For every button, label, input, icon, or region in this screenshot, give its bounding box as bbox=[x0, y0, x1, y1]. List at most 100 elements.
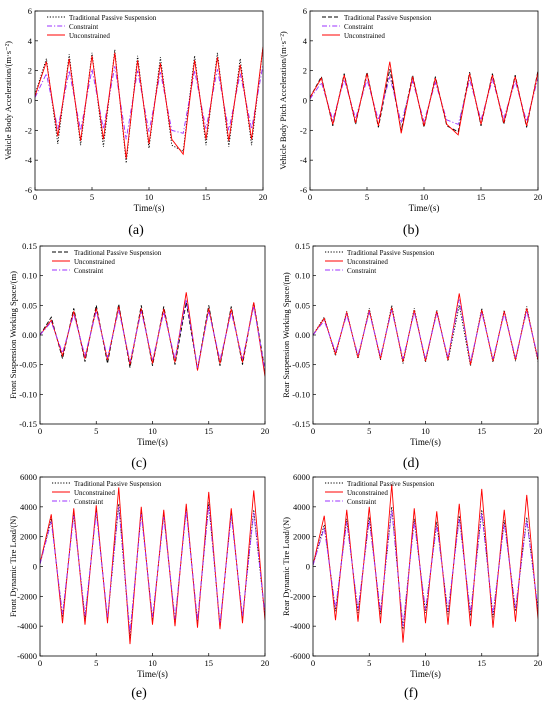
legend: Traditional Passive SuspensionUnconstrai… bbox=[325, 480, 435, 506]
x-axis-label: Time/(s) bbox=[410, 437, 441, 447]
x-tick-label: 0 bbox=[311, 658, 315, 668]
series-line-constraint bbox=[40, 299, 265, 371]
x-tick-label: 10 bbox=[145, 192, 154, 202]
legend-entry: Constraint bbox=[347, 267, 376, 275]
x-tick-label: 5 bbox=[90, 192, 94, 202]
y-tick-label: 0 bbox=[33, 562, 37, 572]
y-tick-label: -2000 bbox=[290, 591, 310, 601]
series-line-constraint bbox=[40, 505, 265, 633]
y-tick-label: -4 bbox=[300, 155, 308, 165]
panel-label: (a) bbox=[128, 223, 144, 238]
x-axis-label: Time/(s) bbox=[137, 669, 168, 679]
x-tick-label: 20 bbox=[259, 192, 268, 202]
legend-entry: Unconstrained bbox=[74, 489, 115, 497]
legend-entry: Traditional Passive Suspension bbox=[74, 249, 162, 257]
x-tick-label: 15 bbox=[205, 426, 214, 436]
y-axis-label: Rear Dynamic Tire Load/(N) bbox=[281, 517, 291, 616]
x-tick-label: 20 bbox=[534, 426, 543, 436]
y-tick-label: 2000 bbox=[20, 532, 37, 542]
series-group bbox=[313, 293, 538, 366]
y-axis-label: Front Suspension Working Space/(m) bbox=[8, 271, 18, 399]
x-tick-label: 20 bbox=[261, 426, 270, 436]
x-tick-label: 20 bbox=[534, 192, 543, 202]
y-tick-label: 2 bbox=[28, 66, 32, 76]
panel-f: 0 5 10 15 20 -6000 -4000 -2000 0 2000 4000 6000 Time… bbox=[281, 472, 542, 701]
legend-entry: Constraint bbox=[347, 498, 376, 506]
y-tick-label: -4000 bbox=[290, 621, 310, 631]
x-tick-label: 0 bbox=[311, 426, 315, 436]
y-tick-label: 0 bbox=[303, 96, 307, 106]
legend: Traditional Passive SuspensionConstraint… bbox=[322, 14, 432, 40]
y-tick-label: -2 bbox=[300, 125, 307, 135]
legend-entry: Traditional Passive Suspension bbox=[74, 480, 162, 488]
panel-label: (c) bbox=[131, 456, 147, 471]
legend-entry: Constraint bbox=[344, 23, 373, 31]
x-tick-label: 10 bbox=[421, 658, 430, 668]
y-tick-label: 0.10 bbox=[22, 271, 37, 281]
x-tick-label: 10 bbox=[148, 426, 157, 436]
y-tick-label: 0.10 bbox=[295, 271, 310, 281]
legend: Traditional Passive SuspensionUnconstrai… bbox=[325, 249, 435, 275]
series-group bbox=[313, 484, 538, 643]
y-axis-label: Rear Suspension Working Space/(m) bbox=[281, 272, 291, 398]
y-tick-label: -0.05 bbox=[19, 360, 37, 370]
legend-entry: Unconstrained bbox=[347, 258, 388, 266]
legend-entry: Traditional Passive Suspension bbox=[347, 249, 435, 257]
panel-label: (d) bbox=[403, 456, 420, 471]
x-tick-label: 15 bbox=[477, 192, 486, 202]
panel-b: 0 5 10 15 20 -6 -4 -2 0 2 4 6 Time/(s) Vehicle Body P… bbox=[278, 6, 542, 238]
y-tick-label: -4000 bbox=[17, 621, 37, 631]
y-tick-label: 6 bbox=[28, 6, 32, 16]
x-axis-label: Time/(s) bbox=[409, 203, 440, 213]
panel-d: 0 5 10 15 20 -0.15 -0.10 -0.05 0.00 0.05 0.10 0.15 T… bbox=[281, 241, 542, 471]
x-tick-label: 10 bbox=[421, 426, 430, 436]
x-tick-label: 5 bbox=[367, 658, 371, 668]
legend-entry: Constraint bbox=[74, 267, 103, 275]
legend: Traditional Passive SuspensionUnconstrai… bbox=[52, 480, 162, 506]
series-line-unconstrained bbox=[313, 484, 538, 643]
series-line-constraint bbox=[310, 76, 538, 125]
y-tick-label: 0 bbox=[28, 96, 32, 106]
series-line-passive bbox=[35, 46, 263, 164]
x-tick-label: 20 bbox=[261, 658, 270, 668]
y-tick-label: -2 bbox=[25, 125, 32, 135]
x-tick-label: 10 bbox=[148, 658, 157, 668]
y-tick-label: 0.05 bbox=[295, 300, 310, 310]
y-axis-label: Vehicle Body Pitch Acceleration/(m·s⁻²) bbox=[278, 31, 288, 170]
y-tick-label: -0.10 bbox=[292, 389, 310, 399]
y-axis-label: Front Dynamic Tire Load/(N) bbox=[8, 516, 18, 617]
panel-a: 0 5 10 15 20 -6 -4 -2 0 2 4 6 Time/(s) Vehicle Body A… bbox=[3, 6, 267, 238]
panel-e: 0 5 10 15 20 -6000 -4000 -2000 0 2000 4000 6000 Time… bbox=[8, 472, 269, 701]
legend-entry: Unconstrained bbox=[344, 32, 385, 40]
series-line-constraint bbox=[313, 509, 538, 627]
y-tick-label: 4000 bbox=[293, 502, 310, 512]
legend-entry: Traditional Passive Suspension bbox=[344, 14, 432, 22]
series-line-unconstrained bbox=[40, 487, 265, 645]
y-tick-label: 0.00 bbox=[295, 330, 310, 340]
y-tick-label: 6 bbox=[303, 6, 307, 16]
x-tick-label: 5 bbox=[367, 426, 371, 436]
series-group bbox=[310, 61, 538, 136]
y-tick-label: -6000 bbox=[17, 651, 37, 661]
x-tick-label: 0 bbox=[33, 192, 37, 202]
legend: Traditional Passive SuspensionConstraint… bbox=[47, 14, 157, 40]
x-tick-label: 0 bbox=[38, 658, 42, 668]
y-tick-label: 4000 bbox=[20, 502, 37, 512]
x-tick-label: 15 bbox=[205, 658, 214, 668]
legend-entry: Traditional Passive Suspension bbox=[69, 14, 157, 22]
x-tick-label: 20 bbox=[534, 658, 543, 668]
y-tick-label: 6000 bbox=[20, 472, 37, 482]
y-tick-label: 0.15 bbox=[22, 241, 37, 251]
x-tick-label: 15 bbox=[478, 658, 487, 668]
legend-entry: Unconstrained bbox=[347, 489, 388, 497]
y-tick-label: 4 bbox=[28, 36, 33, 46]
legend: Traditional Passive SuspensionUnconstrai… bbox=[52, 249, 162, 275]
x-tick-label: 10 bbox=[420, 192, 429, 202]
panel-label: (e) bbox=[131, 686, 147, 701]
y-tick-label: -0.05 bbox=[292, 360, 310, 370]
y-tick-label: -6 bbox=[25, 185, 32, 195]
panel-label: (f) bbox=[404, 686, 418, 701]
series-line-constraint bbox=[313, 299, 538, 362]
x-axis-label: Time/(s) bbox=[134, 203, 165, 213]
x-tick-label: 5 bbox=[94, 658, 98, 668]
